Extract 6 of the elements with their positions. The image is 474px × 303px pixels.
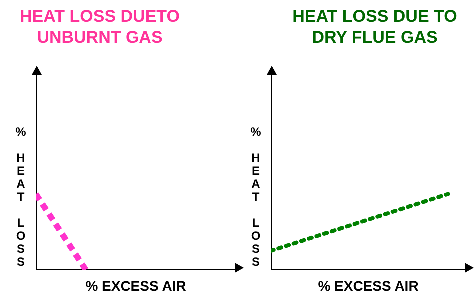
y-axis-title: % HEAT LOSS [248, 125, 263, 268]
x-axis-title: % EXCESS AIR [317, 278, 420, 294]
chart-title: HEAT LOSS DUE TO DRY FLUE GAS [292, 6, 458, 48]
chart-title: HEAT LOSS DUETO UNBURNT GAS [19, 6, 181, 48]
y-axis-title: % HEAT LOSS [13, 125, 28, 268]
x-axis-title: % EXCESS AIR [84, 278, 188, 294]
